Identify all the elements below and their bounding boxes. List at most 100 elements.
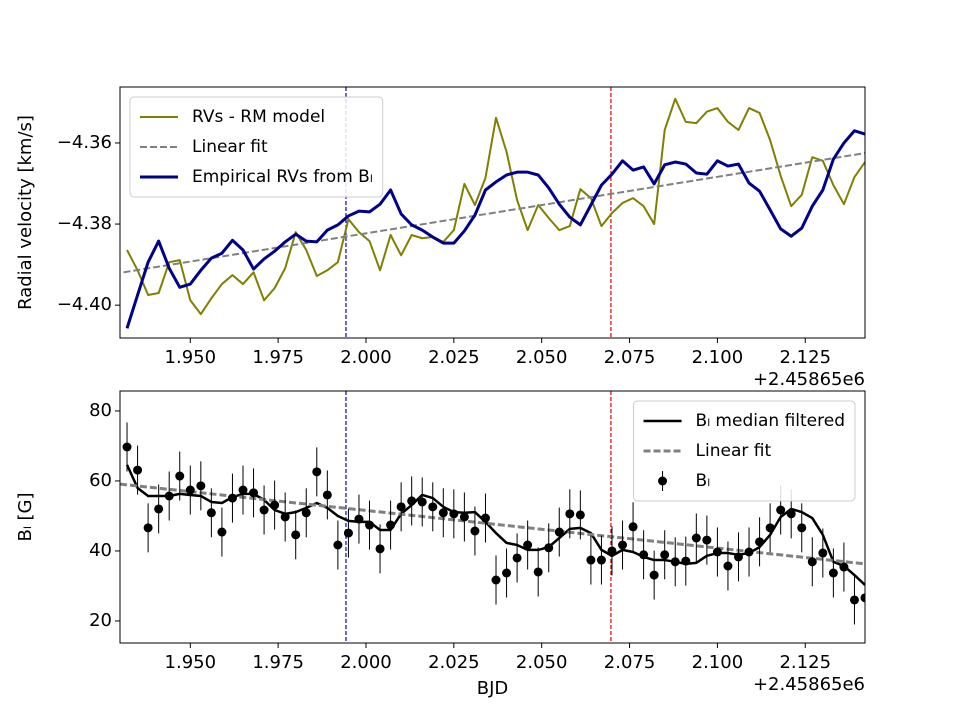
data-point [270,500,280,510]
y-tick-label: −4.38 [57,213,112,234]
x-offset-label: +2.45865e6 [753,674,865,695]
data-point [712,547,722,557]
data-point [407,496,417,506]
data-point [227,493,237,503]
data-point [723,561,733,571]
axes: 1.950 1.975 2.000 2.025 2.050 2.075 2.100 2.125… [15,390,866,699]
data-point [828,568,838,578]
data-point [565,509,575,519]
data-point [470,526,480,536]
x-tick-label: 1.950 [165,347,217,368]
series-line [126,97,865,316]
data-point [765,523,775,533]
x-tick-label: 2.125 [779,347,831,368]
data-point [554,527,564,537]
data-point [386,520,396,530]
data-point [375,544,385,554]
data-point [628,522,638,532]
y-axis-label: Radial velocity [km/s] [15,115,36,310]
axes-frame [119,86,866,339]
data-point [428,502,438,512]
data-point [660,550,670,560]
data-point [238,485,248,495]
data-point [512,553,522,563]
legend-label: Linear fit [696,441,772,461]
data-point [533,567,543,577]
y-tick-label: 80 [89,400,112,421]
data-point [797,523,807,533]
data-point [312,467,322,477]
legend-label: RVs - RM model [192,107,325,127]
x-tick-label: 2.125 [779,652,831,673]
legend: RVs - RM model Linear fit Empirical RVs fr… [129,96,384,198]
data-point [459,512,469,522]
legend-box [129,96,384,198]
data-point [776,505,786,515]
legend-box [633,400,856,502]
data-point [354,514,364,524]
data-point [702,535,712,545]
series-line [125,129,865,329]
y-tick-label: −4.36 [57,132,112,153]
data-point [670,557,680,567]
legend-swatch [658,476,668,486]
data-point [502,568,512,578]
x-tick-label: 2.075 [604,652,656,673]
data-point [649,570,659,580]
x-axis-label: BJD [477,678,509,699]
data-point [449,509,459,519]
data-point [733,552,743,562]
data-point [523,540,533,550]
data-point [143,523,153,533]
data-point [333,540,343,550]
data-point [849,595,859,605]
x-offset-label: +2.45865e6 [753,369,865,390]
data-point [438,508,448,518]
data-point [175,471,185,481]
y-tick-label: 20 [89,610,112,631]
data-point [259,505,269,515]
x-tick-label: 2.075 [604,347,656,368]
data-point [681,556,691,566]
axes: 1.950 1.975 2.000 2.025 2.050 2.075 2.100 2.125… [15,86,866,390]
axes-frame [119,390,866,644]
plot-area [120,391,865,643]
data-point [639,550,649,560]
data-point [396,502,406,512]
data-point [249,488,259,498]
y-axis-label: Bₗ [G] [15,492,36,541]
legend-label: Empirical RVs from Bₗ [192,167,373,187]
x-tick-label: 2.000 [340,652,392,673]
data-point [491,575,501,585]
data-point [365,520,375,530]
y-tick-label: 40 [89,540,112,561]
data-point [196,481,206,491]
data-point [185,485,195,495]
data-point [280,512,290,522]
data-point [154,504,164,514]
data-point [744,547,754,557]
x-tick-label: 2.050 [516,347,568,368]
data-point [343,528,353,538]
data-point [133,465,143,475]
data-point [164,491,174,501]
data-point [786,509,796,519]
legend-label: Bₗ median filtered [696,411,845,431]
x-tick-label: 1.950 [165,652,217,673]
data-point [596,555,606,565]
x-tick-label: 2.000 [340,347,392,368]
x-tick-label: 2.100 [692,652,744,673]
x-tick-label: 2.050 [516,652,568,673]
series-line [120,482,865,566]
data-point [217,527,227,537]
plot-area [123,87,865,338]
x-tick-label: 2.025 [428,652,480,673]
data-point [206,508,216,518]
data-point [839,562,849,572]
data-point [575,510,585,520]
legend-label: Bₗ [696,471,711,491]
data-point [755,537,765,547]
series-line [123,152,865,274]
